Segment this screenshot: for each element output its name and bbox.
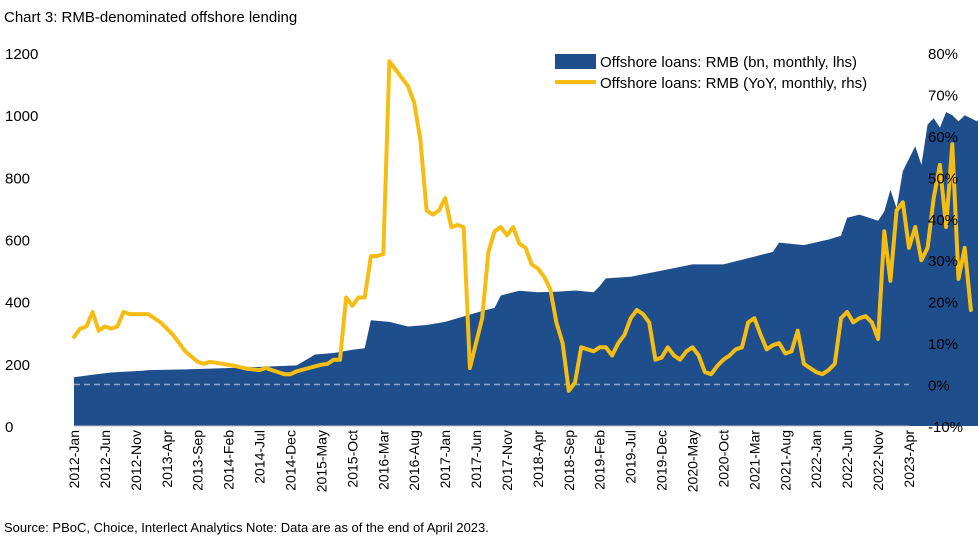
x-axis: 2012-Jan 2012-Jun 2012-Nov 2013-Apr 2013-Sep… <box>66 425 917 492</box>
x-axis-tick-label: 2012-Jan <box>66 430 82 488</box>
x-axis-tick-label: 2019-Dec <box>654 430 670 491</box>
right-axis-tick-label: 60% <box>928 129 958 146</box>
x-axis-tick-label: 2022-Nov <box>870 430 886 491</box>
left-axis-tick-label: 1200 <box>5 46 38 63</box>
legend-line-label: Offshore loans: RMB (YoY, monthly, rhs) <box>600 75 867 92</box>
x-axis-tick-label: 2023-Apr <box>901 430 917 488</box>
offshore-loans-area <box>74 112 978 426</box>
x-axis-tick-label: 2016-Mar <box>375 430 391 490</box>
left-axis-tick-label: 800 <box>5 170 30 187</box>
legend-area-label: Offshore loans: RMB (bn, monthly, lhs) <box>600 54 857 71</box>
x-axis-tick-label: 2015-May <box>313 430 329 492</box>
area-series-layer <box>74 112 978 426</box>
left-axis-tick-label: 200 <box>5 357 30 374</box>
x-axis-tick-label: 2022-Jun <box>839 430 855 488</box>
x-axis-tick-label: 2014-Dec <box>283 430 299 491</box>
chart-title: Chart 3: RMB-denominated offshore lendin… <box>4 9 298 26</box>
right-y-axis: -10% 0% 10% 20% 30% 40% 50% 60% 70% 80% <box>928 46 963 436</box>
x-axis-tick-label: 2020-Oct <box>715 430 731 488</box>
x-axis-tick-label: 2013-Sep <box>190 430 206 491</box>
right-axis-tick-label: 30% <box>928 253 958 270</box>
right-axis-tick-label: 80% <box>928 46 958 63</box>
right-axis-tick-label: 40% <box>928 212 958 229</box>
x-axis-tick-label: 2022-Jan <box>808 430 824 488</box>
x-axis-tick-label: 2017-Jun <box>468 430 484 488</box>
legend: Offshore loans: RMB (bn, monthly, lhs) Of… <box>555 54 867 92</box>
left-axis-tick-label: 400 <box>5 295 30 312</box>
x-axis-tick-label: 2017-Nov <box>499 430 515 491</box>
legend-area-swatch <box>555 54 596 69</box>
x-axis-tick-label: 2020-May <box>685 430 701 492</box>
x-axis-tick-label: 2013-Apr <box>159 430 175 488</box>
right-axis-tick-label: 70% <box>928 87 958 104</box>
x-axis-tick-label: 2017-Jan <box>437 430 453 488</box>
source-note: Source: PBoC, Choice, Interlect Analytic… <box>4 520 489 535</box>
x-axis-tick-label: 2019-Feb <box>592 430 608 490</box>
x-axis-tick-label: 2012-Nov <box>128 430 144 491</box>
x-axis-tick-label: 2021-Aug <box>777 430 793 491</box>
x-axis-tick-label: 2014-Feb <box>221 430 237 490</box>
line-series-layer <box>72 59 973 393</box>
x-axis-tick-label: 2019-Jul <box>623 430 639 484</box>
left-axis-tick-label: 600 <box>5 233 30 250</box>
x-axis-tick-label: 2016-Aug <box>406 430 422 491</box>
x-axis-tick-label: 2012-Jun <box>97 430 113 488</box>
x-axis-tick-label: 2015-Oct <box>344 430 360 488</box>
x-axis-tick-label: 2018-Apr <box>530 430 546 488</box>
right-axis-tick-label: 20% <box>928 295 958 312</box>
left-axis-tick-label: 1000 <box>5 108 38 125</box>
left-y-axis: 0 200 400 600 800 1000 1200 <box>5 46 38 436</box>
left-axis-tick-label: 0 <box>5 419 13 436</box>
x-axis-tick-label: 2014-Jul <box>252 430 268 484</box>
right-axis-tick-label: 10% <box>928 336 958 353</box>
x-axis-tick-label: 2021-Mar <box>746 430 762 490</box>
right-axis-tick-label: 50% <box>928 170 958 187</box>
offshore-loans-yoy-line <box>72 59 973 393</box>
right-axis-tick-label: 0% <box>928 378 950 395</box>
x-axis-tick-label: 2018-Sep <box>561 430 577 491</box>
right-axis-tick-label: -10% <box>928 419 963 436</box>
